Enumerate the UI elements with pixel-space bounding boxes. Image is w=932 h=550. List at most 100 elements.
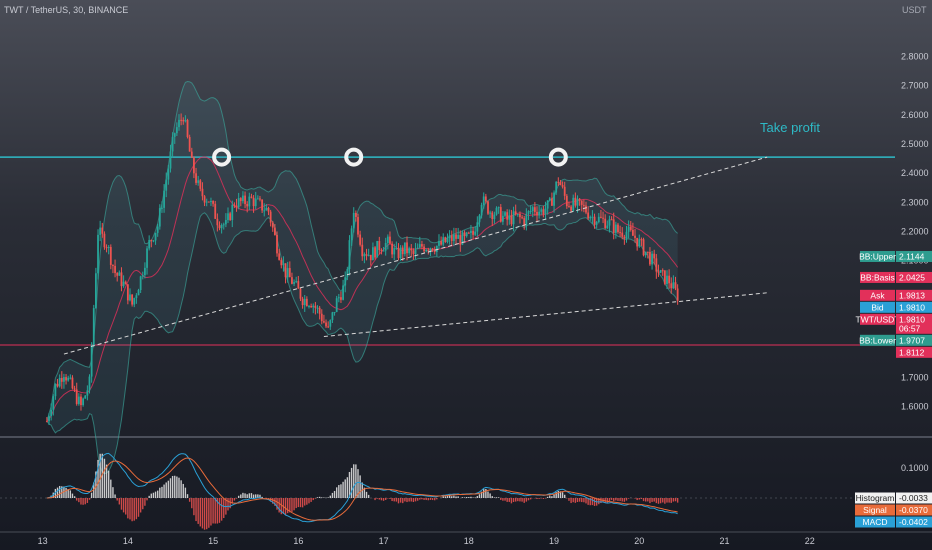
candle xyxy=(218,221,221,231)
candle-body xyxy=(644,251,647,256)
candle xyxy=(248,192,251,211)
candle-body xyxy=(344,277,347,286)
candle xyxy=(254,191,257,210)
candle-body xyxy=(131,294,134,305)
candle xyxy=(210,197,212,206)
candle-body xyxy=(99,227,102,235)
candle-body xyxy=(461,232,464,245)
candle-body xyxy=(382,250,385,252)
candle-body xyxy=(167,168,170,180)
candle xyxy=(216,213,219,232)
candle xyxy=(672,275,675,289)
candle xyxy=(619,225,622,238)
candle-body xyxy=(163,190,165,208)
candle xyxy=(163,184,165,213)
candle-body xyxy=(629,226,632,230)
candle-body xyxy=(559,182,562,185)
candle-body xyxy=(220,225,223,229)
candle xyxy=(631,222,634,236)
candle-body xyxy=(600,216,602,218)
candle-body xyxy=(565,195,568,207)
candle xyxy=(152,240,155,243)
candle-body xyxy=(642,239,645,256)
candle xyxy=(124,280,127,285)
candle xyxy=(438,234,440,249)
candle-body xyxy=(207,201,210,203)
candle xyxy=(627,220,630,239)
candle xyxy=(67,375,70,382)
time-tick-label: 19 xyxy=(549,536,559,546)
candle xyxy=(188,134,191,152)
candle-body xyxy=(525,213,528,226)
candle-body xyxy=(521,217,523,219)
candle xyxy=(523,215,526,230)
price-label-name: BB:Upper xyxy=(859,251,896,261)
candle-body xyxy=(589,216,592,219)
candle-body xyxy=(474,231,477,235)
candle-body xyxy=(378,241,381,251)
candle-body xyxy=(389,236,391,244)
candle-body xyxy=(331,312,334,321)
candle xyxy=(144,262,146,279)
candle-body xyxy=(416,247,419,250)
candle-body xyxy=(640,239,643,241)
candle-body xyxy=(576,198,579,206)
candle xyxy=(389,231,391,244)
candle xyxy=(114,259,116,278)
candle-body xyxy=(602,217,604,219)
trendlines[interactable] xyxy=(63,156,768,355)
price-tick-label: 1.7000 xyxy=(901,372,929,382)
candle xyxy=(250,193,253,199)
candle xyxy=(440,236,443,246)
candle xyxy=(497,206,500,214)
candle-body xyxy=(470,230,472,233)
candle xyxy=(446,233,449,244)
candle xyxy=(97,229,99,280)
candle xyxy=(71,375,74,390)
candle-body xyxy=(120,272,123,287)
candle xyxy=(578,197,581,206)
candle-body xyxy=(651,253,653,265)
candle-body xyxy=(365,254,368,256)
candle xyxy=(521,215,523,220)
candle xyxy=(50,403,53,421)
candle xyxy=(452,227,455,247)
price-tick-label: 2.8000 xyxy=(901,51,929,61)
candle xyxy=(280,257,283,269)
price-tick-label: 2.5000 xyxy=(901,139,929,149)
candle-body xyxy=(254,198,257,207)
candle-body xyxy=(337,297,340,299)
time-tick-label: 18 xyxy=(464,536,474,546)
candle-body xyxy=(320,313,323,322)
candle xyxy=(301,296,304,309)
candle-body xyxy=(103,233,106,248)
candle xyxy=(378,236,381,255)
candle-body xyxy=(369,254,372,261)
candle-body xyxy=(570,206,572,211)
candle xyxy=(129,288,131,302)
candle xyxy=(595,220,598,229)
candle xyxy=(175,122,178,137)
candle xyxy=(320,309,323,325)
candle-body xyxy=(506,212,509,220)
candle xyxy=(636,237,639,251)
candle xyxy=(227,207,229,224)
candle-body xyxy=(52,396,55,410)
candle-body xyxy=(129,294,131,301)
candle xyxy=(278,248,281,261)
candle-body xyxy=(672,282,675,289)
candle-body xyxy=(197,180,200,183)
candle-body xyxy=(73,388,76,390)
candle-body xyxy=(608,219,611,226)
candle xyxy=(344,271,347,293)
time-axis[interactable]: 13 14 15 16 17 18 19 20 21 22 xyxy=(38,536,815,546)
price-tick-label: 2.2000 xyxy=(901,227,929,237)
candle xyxy=(346,266,349,281)
price-label-value: 1.8112 xyxy=(899,347,925,357)
candle xyxy=(676,284,679,305)
candle-body xyxy=(512,211,515,225)
candle xyxy=(199,179,202,192)
candle xyxy=(69,374,72,380)
candle xyxy=(587,206,590,220)
